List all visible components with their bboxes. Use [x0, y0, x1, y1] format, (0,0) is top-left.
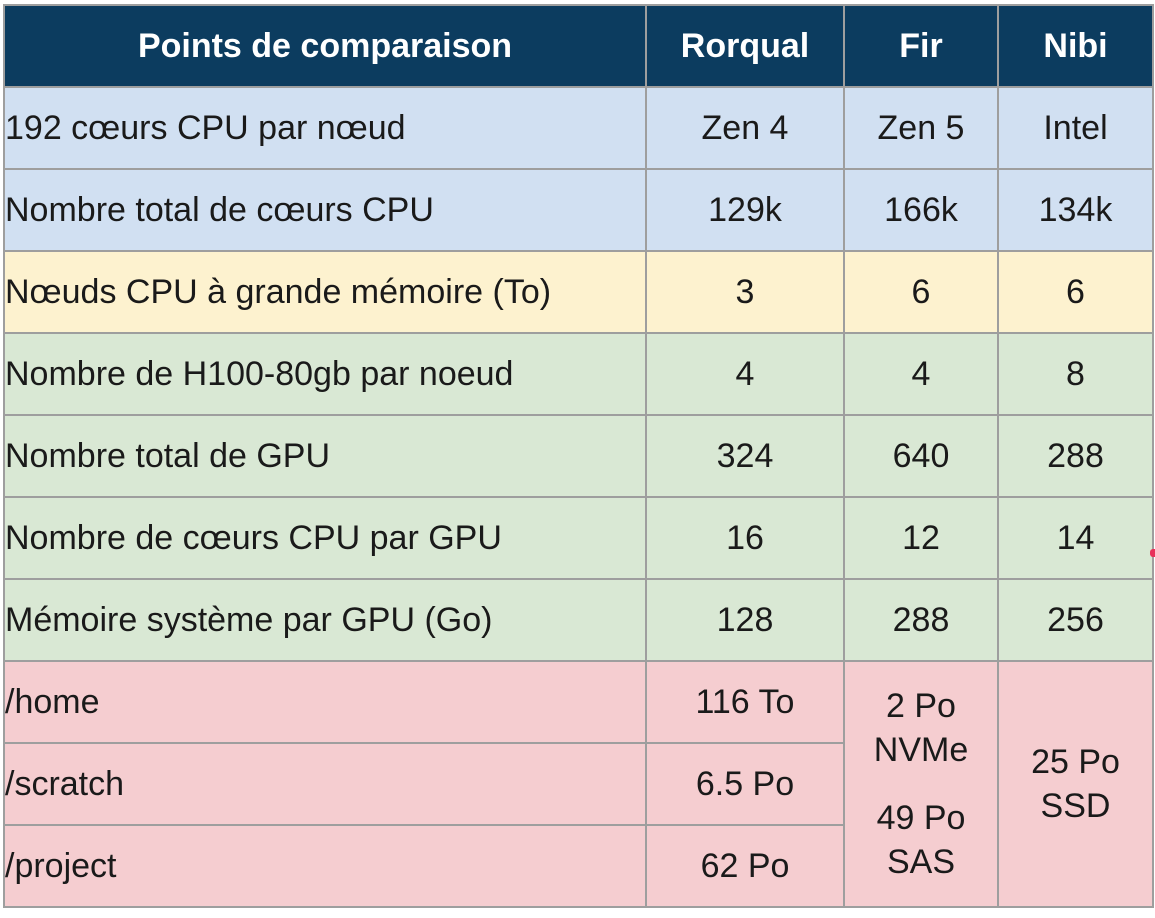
cell-nibi: 256 — [997, 578, 1154, 662]
cell-rorqual: 129k — [645, 168, 845, 252]
header-rorqual: Rorqual — [645, 4, 845, 88]
cell-fir: 288 — [843, 578, 999, 662]
edge-marker — [1150, 549, 1155, 557]
cell-rorqual: 128 — [645, 578, 845, 662]
cell-fir: 640 — [843, 414, 999, 498]
row-label: Nombre total de cœurs CPU — [3, 168, 647, 252]
header-points: Points de comparaison — [3, 4, 647, 88]
cell-rorqual: Zen 4 — [645, 86, 845, 170]
row-label-project: /project — [3, 824, 647, 908]
nibi-storage-line: SSD — [1040, 787, 1111, 825]
fir-storage-line: SAS — [886, 843, 956, 881]
cell-fir: 6 — [843, 250, 999, 334]
cell-rorqual: 324 — [645, 414, 845, 498]
cell-nibi: 134k — [997, 168, 1154, 252]
cell-rorqual: 4 — [645, 332, 845, 416]
cell-nibi: Intel — [997, 86, 1154, 170]
table-row: 192 cœurs CPU par nœud Zen 4 Zen 5 Intel — [3, 86, 1154, 170]
cell-fir: 4 — [843, 332, 999, 416]
row-label-scratch: /scratch — [3, 742, 647, 826]
cell-nibi: 288 — [997, 414, 1154, 498]
cell-nibi: 8 — [997, 332, 1154, 416]
cell-rorqual: 3 — [645, 250, 845, 334]
table-row: Nombre total de GPU 324 640 288 — [3, 414, 1154, 498]
cell-project-rorqual: 62 Po — [645, 824, 845, 908]
row-label: Nombre total de GPU — [3, 414, 647, 498]
row-label-home: /home — [3, 660, 647, 744]
table-row: Mémoire système par GPU (Go) 128 288 256 — [3, 578, 1154, 662]
cell-nibi-storage: 25 Po SSD — [997, 660, 1154, 908]
table-row: /scratch 6.5 Po — [3, 742, 1153, 826]
table-row: Nombre de H100-80gb par noeud 4 4 8 — [3, 332, 1154, 416]
nibi-storage-line: 25 Po — [1031, 743, 1120, 781]
row-label: 192 cœurs CPU par nœud — [3, 86, 647, 170]
row-label: Nombre de cœurs CPU par GPU — [3, 496, 647, 580]
table-row: Nœuds CPU à grande mémoire (To) 3 6 6 — [3, 250, 1154, 334]
fir-storage-line: 49 Po — [876, 799, 966, 837]
header-row: Points de comparaison Rorqual Fir Nibi — [3, 4, 1154, 88]
row-label: Nombre de H100-80gb par noeud — [3, 332, 647, 416]
table-row: Nombre total de cœurs CPU 129k 166k 134k — [3, 168, 1154, 252]
table-row: /home 116 To 2 Po NVMe 49 Po SAS 25 Po S… — [3, 660, 1154, 908]
cell-fir: 166k — [843, 168, 999, 252]
fir-storage-line: NVMe — [873, 731, 969, 769]
comparison-table: Points de comparaison Rorqual Fir Nibi 1… — [3, 4, 1154, 908]
cell-home-rorqual: 116 To — [645, 660, 845, 744]
header-fir: Fir — [843, 4, 999, 88]
cell-fir: 12 — [843, 496, 999, 580]
table-row: Nombre de cœurs CPU par GPU 16 12 14 — [3, 496, 1154, 580]
cell-fir: Zen 5 — [843, 86, 999, 170]
cell-rorqual: 16 — [645, 496, 845, 580]
cell-nibi: 6 — [997, 250, 1154, 334]
row-label: Mémoire système par GPU (Go) — [3, 578, 647, 662]
row-label: Nœuds CPU à grande mémoire (To) — [3, 250, 647, 334]
cell-fir-storage: 2 Po NVMe 49 Po SAS — [843, 660, 999, 908]
fir-storage-line: 2 Po — [886, 687, 956, 725]
cell-scratch-rorqual: 6.5 Po — [645, 742, 845, 826]
header-nibi: Nibi — [997, 4, 1154, 88]
cell-nibi: 14 — [997, 496, 1154, 580]
table-row: /project 62 Po — [3, 824, 1153, 908]
